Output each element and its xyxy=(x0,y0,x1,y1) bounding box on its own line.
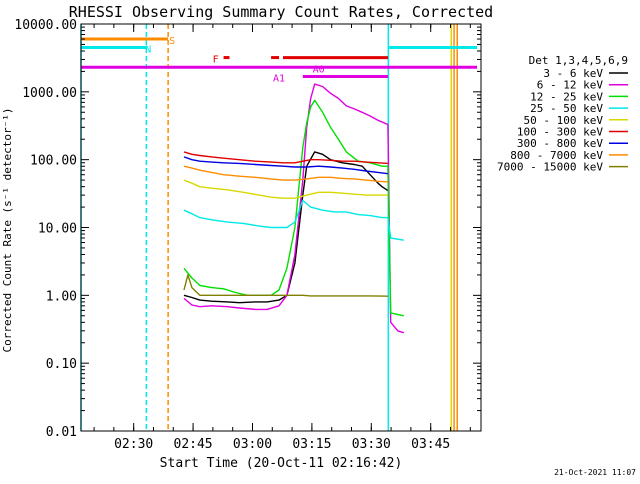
x-tick-label-3: 03:15 xyxy=(292,437,331,452)
y-tick-label-1: 0.10 xyxy=(46,357,77,372)
legend-label-4: 50 - 100 keV xyxy=(524,114,604,127)
series-line-0 xyxy=(183,151,389,304)
series-line-3 xyxy=(183,199,404,241)
x-tick-label-5: 03:45 xyxy=(411,437,450,452)
y-tick-label-4: 100.00 xyxy=(30,154,77,169)
flag-a1-label: A1 xyxy=(273,74,285,85)
series-line-1 xyxy=(183,83,405,334)
legend-title: Det 1,3,4,5,6,9 xyxy=(529,54,628,67)
plot-area xyxy=(80,24,458,431)
legend-label-3: 25 - 50 keV xyxy=(530,102,603,115)
legend-label-8: 7000 - 15000 keV xyxy=(497,161,603,174)
series-line-6 xyxy=(183,156,388,175)
y-tick-label-5: 1000.00 xyxy=(22,86,77,101)
y-tick-label-3: 10.00 xyxy=(38,222,77,237)
x-tick-label-1: 02:45 xyxy=(174,437,213,452)
footer-timestamp: 21-Oct-2021 11:07 xyxy=(554,468,636,477)
y-tick-label-2: 1.00 xyxy=(46,289,77,304)
legend-label-5: 100 - 300 keV xyxy=(517,126,603,139)
x-tick-label-2: 03:00 xyxy=(233,437,272,452)
flag-f-label: F xyxy=(213,55,219,66)
legend-label-6: 300 - 800 keV xyxy=(517,137,603,150)
flag-n-label: N xyxy=(145,45,151,56)
legend-label-1: 6 - 12 keV xyxy=(537,79,604,92)
legend-label-2: 12 - 25 keV xyxy=(530,90,603,103)
x-tick-label-4: 03:30 xyxy=(352,437,391,452)
y-tick-label-0: 0.01 xyxy=(46,425,77,440)
series-line-2 xyxy=(183,99,404,317)
flag-layer: S N F A0 A1 xyxy=(81,36,478,85)
chart-title: RHESSI Observing Summary Count Rates, Co… xyxy=(69,3,493,21)
x-axis-label: Start Time (20-Oct-11 02:16:42) xyxy=(160,456,403,471)
series-line-5 xyxy=(183,151,388,165)
flag-s-label: S xyxy=(169,36,175,47)
flag-a0-label: A0 xyxy=(313,64,325,75)
y-axis-label: Corrected Count Rate (s⁻¹ detector⁻¹) xyxy=(1,107,14,352)
series-layer xyxy=(183,83,405,334)
x-tick-label-0: 02:30 xyxy=(114,437,153,452)
legend-label-7: 800 - 7000 keV xyxy=(510,149,603,162)
legend-label-0: 3 - 6 keV xyxy=(543,67,603,80)
y-tick-label-6: 10000.00 xyxy=(14,18,77,33)
series-line-8 xyxy=(183,274,388,297)
series-line-7 xyxy=(183,165,388,183)
series-line-4 xyxy=(183,179,388,199)
axes-layer: 02:30 02:45 03:00 03:15 03:30 03:45 0.01 0.10 1.… xyxy=(14,18,482,452)
